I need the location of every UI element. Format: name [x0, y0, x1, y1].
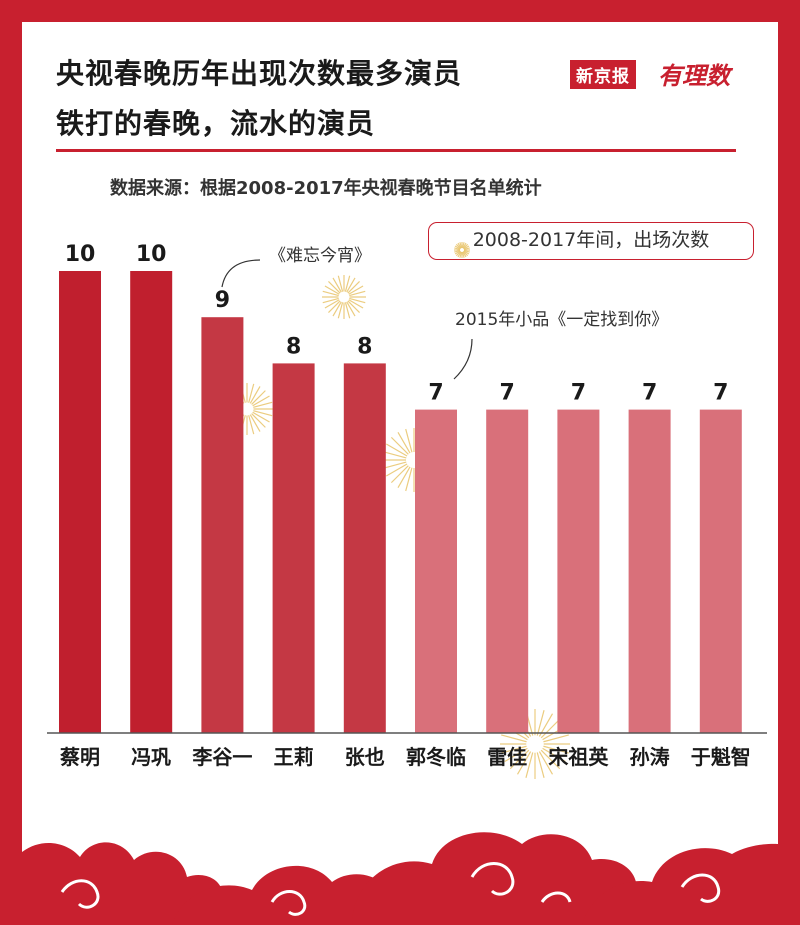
- brand-name: 新京报: [570, 60, 636, 89]
- bar-value-label: 7: [428, 381, 443, 406]
- category-label: 于魁智: [691, 745, 751, 769]
- infographic-panel: 央视春晚历年出现次数最多演员 铁打的春晚，流水的演员 新京报 有理数 数据来源：…: [22, 22, 778, 925]
- bar-王莉: [272, 363, 315, 733]
- bar-宋祖英: [557, 409, 600, 733]
- brand-sub: 有理数: [658, 61, 730, 90]
- bar-value-label: 7: [713, 381, 728, 406]
- annotation-leader-2: [453, 338, 473, 380]
- category-label: 郭冬临: [406, 745, 466, 769]
- annotation-leader-1: [221, 259, 261, 288]
- bar-value-label: 8: [357, 334, 372, 359]
- annotation-note-2: 2015年小品《一定找到你》: [455, 310, 669, 330]
- bar-value-label: 9: [215, 288, 230, 313]
- bar-冯巩: [130, 271, 173, 733]
- bar-雷佳: [486, 409, 529, 733]
- category-label: 王莉: [274, 745, 314, 769]
- bar-value-label: 8: [286, 334, 301, 359]
- page-subtitle: 铁打的春晚，流水的演员: [56, 107, 376, 140]
- category-label: 李谷一: [191, 745, 252, 769]
- brand-logo: 新京报 有理数: [570, 56, 730, 92]
- title-divider: [56, 149, 736, 152]
- bar-value-label: 7: [500, 381, 515, 406]
- bar-value-label: 10: [136, 242, 167, 267]
- bar-value-label: 10: [65, 242, 96, 267]
- bar-李谷一: [201, 317, 244, 733]
- data-source: 数据来源：根据2008-2017年央视春晚节目名单统计: [110, 178, 542, 199]
- auspicious-clouds-decoration: [22, 832, 778, 925]
- bar-张也: [343, 363, 386, 733]
- category-label: 蔡明: [59, 745, 100, 769]
- bar-郭冬临: [415, 409, 457, 733]
- category-label: 雷佳: [487, 745, 527, 769]
- bar-value-label: 7: [571, 381, 586, 406]
- category-label: 冯巩: [131, 745, 171, 769]
- bar-value-label: 7: [642, 381, 657, 406]
- category-label: 宋祖英: [548, 745, 609, 769]
- bar-于魁智: [699, 409, 742, 733]
- bar-孙涛: [628, 409, 671, 733]
- bar-chart: 10 蔡明 10 冯巩 9 李谷一 8 王莉 8 张也 7 郭冬临 7 雷佳 7 宋祖英 7 孙涛 7 于魁智: [47, 242, 767, 779]
- page-title: 央视春晚历年出现次数最多演员: [56, 57, 463, 90]
- legend-box: 2008-2017年间，出场次数: [428, 222, 754, 260]
- category-label: 张也: [345, 745, 385, 769]
- annotation-note-1: 《难忘今宵》: [269, 246, 371, 266]
- bar-蔡明: [59, 271, 101, 733]
- category-label: 孙涛: [630, 745, 670, 769]
